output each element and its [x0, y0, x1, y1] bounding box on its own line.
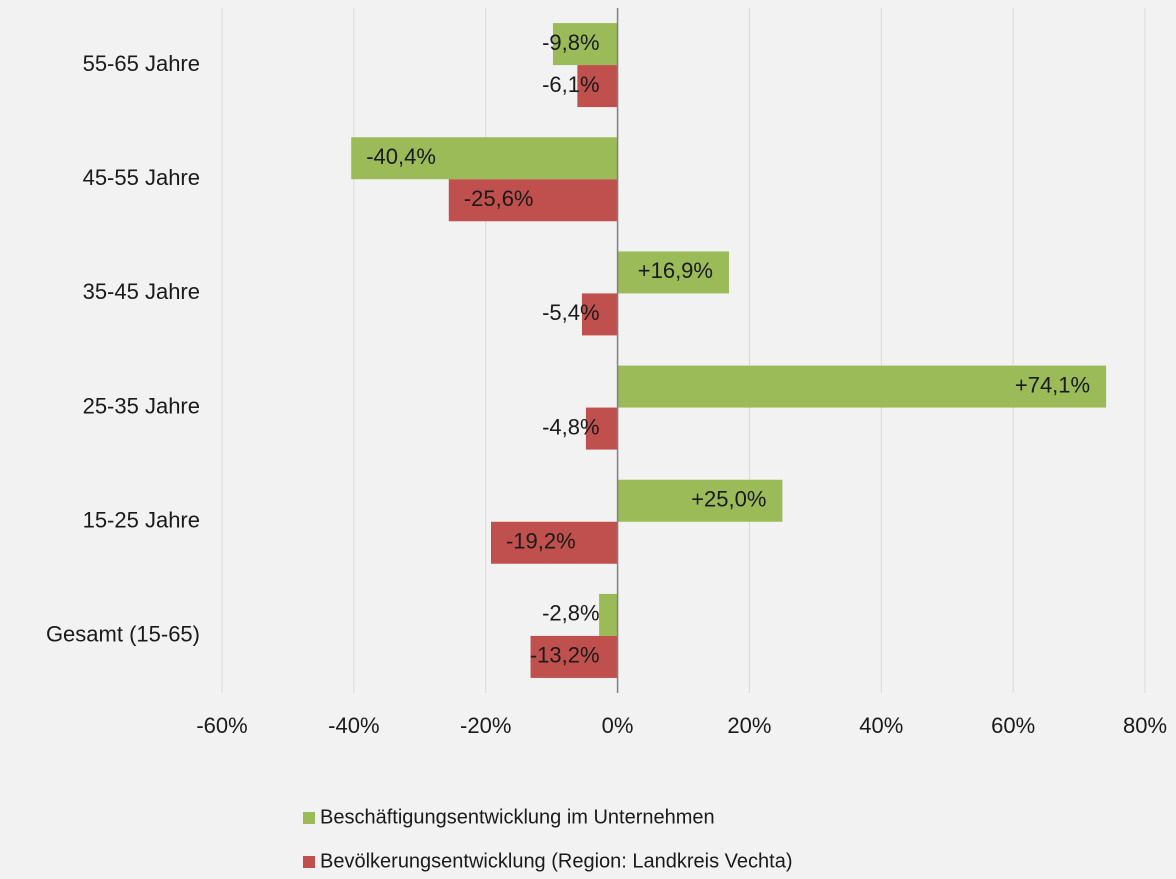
y-tick-label: 45-55 Jahre: [83, 165, 200, 190]
data-label: -40,4%: [366, 144, 436, 169]
y-tick-label: 25-35 Jahre: [83, 393, 200, 418]
data-label: -2,8%: [542, 601, 599, 626]
bar: [552, 23, 618, 66]
x-tick-label: 40%: [859, 713, 903, 738]
legend-label: Beschäftigungsentwicklung im Unternehmen: [320, 806, 715, 828]
x-tick-label: -60%: [196, 713, 247, 738]
bar: [585, 407, 618, 450]
bar: [530, 635, 618, 678]
legend-swatch: [303, 812, 315, 824]
data-label: -19,2%: [506, 529, 576, 554]
x-tick-label: 20%: [727, 713, 771, 738]
x-tick-label: 80%: [1123, 713, 1167, 738]
bar: [599, 593, 618, 636]
bar: [617, 479, 783, 522]
bar: [617, 365, 1107, 408]
x-tick-label: -20%: [460, 713, 511, 738]
x-tick-label: -40%: [328, 713, 379, 738]
y-tick-label: 35-45 Jahre: [83, 279, 200, 304]
legend-label: Bevölkerungsentwicklung (Region: Landkre…: [320, 850, 793, 872]
bar: [490, 521, 618, 564]
y-tick-label: 15-25 Jahre: [83, 508, 200, 533]
data-label: -4,8%: [542, 414, 599, 439]
legend-swatch: [303, 856, 315, 868]
data-label: -9,8%: [542, 30, 599, 55]
bar: [351, 137, 618, 180]
y-tick-label: 55-65 Jahre: [83, 51, 200, 76]
x-tick-label: 60%: [991, 713, 1035, 738]
data-label: -5,4%: [542, 300, 599, 325]
data-label: +25,0%: [691, 487, 766, 512]
data-label: +16,9%: [638, 258, 713, 283]
x-tick-label: 0%: [602, 713, 634, 738]
data-label: +74,1%: [1015, 372, 1090, 397]
bar: [448, 179, 618, 222]
y-tick-label: Gesamt (15-65): [46, 622, 200, 647]
bar: [577, 65, 618, 108]
data-label: -6,1%: [542, 72, 599, 97]
bar: [581, 293, 618, 336]
data-label: -13,2%: [530, 643, 600, 668]
data-label: -25,6%: [464, 186, 534, 211]
bar: [617, 251, 729, 294]
